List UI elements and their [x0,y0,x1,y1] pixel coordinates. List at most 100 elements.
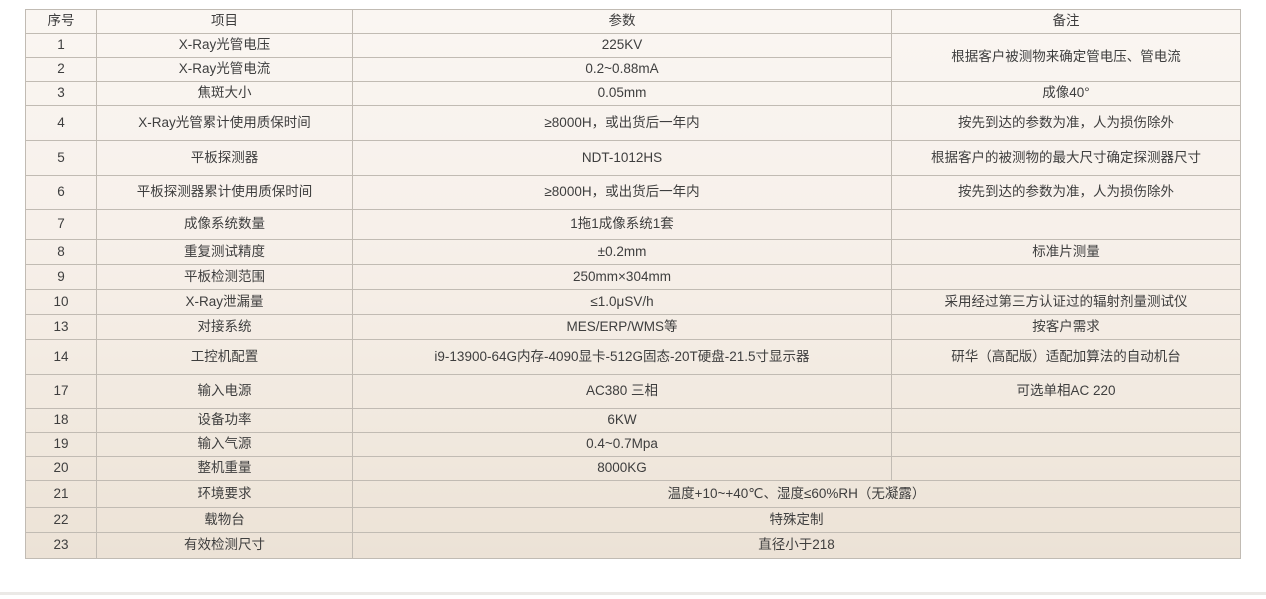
row-number-cell: 9 [25,264,97,290]
table-row: 7 成像系统数量 1拖1成像系统1套 [25,209,1241,240]
remark-cell: 研华（高配版）适配加算法的自动机台 [891,339,1241,375]
row-number-cell: 13 [25,314,97,340]
table-row: 6 平板探测器累计使用质保时间 ≥8000H，或出货后一年内 按先到达的参数为准… [25,175,1241,210]
item-cell: 整机重量 [96,456,353,481]
table-row: 10 X-Ray泄漏量 ≤1.0μSV/h 采用经过第三方认证过的辐射剂量测试仪 [25,289,1241,315]
table-row: 2 X-Ray光管电流 0.2~0.88mA [25,57,1241,82]
param-cell: AC380 三相 [352,374,892,409]
item-cell: X-Ray泄漏量 [96,289,353,315]
remark-cell: 标准片测量 [891,239,1241,265]
item-cell: 工控机配置 [96,339,353,375]
remark-cell: 按先到达的参数为准，人为损伤除外 [891,175,1241,210]
param-cell: MES/ERP/WMS等 [352,314,892,340]
row-number-cell: 23 [25,532,97,559]
remark-cell: 采用经过第三方认证过的辐射剂量测试仪 [891,289,1241,315]
param-cell: 250mm×304mm [352,264,892,290]
param-cell: 1拖1成像系统1套 [352,209,892,240]
param-cell: 6KW [352,408,892,433]
table-row: 14 工控机配置 i9-13900-64G内存-4090显卡-512G固态-20… [25,339,1241,375]
remark-cell: 可选单相AC 220 [891,374,1241,409]
row-number-cell: 18 [25,408,97,433]
param-cell: ≥8000H，或出货后一年内 [352,175,892,210]
table-row: 8 重复测试精度 ±0.2mm 标准片测量 [25,239,1241,265]
item-cell: X-Ray光管电压 [96,33,353,58]
param-cell: 0.05mm [352,81,892,106]
row-number-cell: 21 [25,480,97,508]
row-number-cell: 1 [25,33,97,58]
header-param: 参数 [352,9,892,34]
param-cell: 0.2~0.88mA [352,57,892,82]
remark-cell [891,264,1241,290]
spec-table: 序号 项目 参数 备注 1 X-Ray光管电压 225KV 根据客户被测物来确定… [25,9,1241,559]
row-number-cell: 4 [25,105,97,141]
table-row: 5 平板探测器 NDT-1012HS 根据客户的被测物的最大尺寸确定探测器尺寸 [25,140,1241,176]
item-cell: 成像系统数量 [96,209,353,240]
table-row: 20 整机重量 8000KG [25,456,1241,481]
param-cell: 温度+10~+40℃、湿度≤60%RH（无凝露） [352,480,1241,508]
remark-cell: 根据客户被测物来确定管电压、管电流 [891,33,1241,82]
table-row: 13 对接系统 MES/ERP/WMS等 按客户需求 [25,314,1241,340]
item-cell: 平板探测器 [96,140,353,176]
spec-table-container: 序号 项目 参数 备注 1 X-Ray光管电压 225KV 根据客户被测物来确定… [25,9,1241,559]
item-cell: X-Ray光管电流 [96,57,353,82]
table-row: 21 环境要求 温度+10~+40℃、湿度≤60%RH（无凝露） [25,480,1241,508]
param-cell: 225KV [352,33,892,58]
row-number-cell: 6 [25,175,97,210]
param-cell: i9-13900-64G内存-4090显卡-512G固态-20T硬盘-21.5寸… [352,339,892,375]
row-number-cell: 8 [25,239,97,265]
remark-cell [891,432,1241,457]
table-row: 19 输入气源 0.4~0.7Mpa [25,432,1241,457]
table-row: 1 X-Ray光管电压 225KV 根据客户被测物来确定管电压、管电流 [25,33,1241,82]
item-cell: 设备功率 [96,408,353,433]
row-number-cell: 17 [25,374,97,409]
row-number-cell: 14 [25,339,97,375]
param-cell: ≤1.0μSV/h [352,289,892,315]
row-number-cell: 20 [25,456,97,481]
item-cell: 重复测试精度 [96,239,353,265]
table-row: 23 有效检测尺寸 直径小于218 [25,532,1241,559]
param-cell: 直径小于218 [352,532,1241,559]
item-cell: 平板检测范围 [96,264,353,290]
remark-cell [891,456,1241,481]
item-cell: 有效检测尺寸 [96,532,353,559]
row-number-cell: 2 [25,57,97,82]
remark-cell [891,209,1241,240]
row-number-cell: 5 [25,140,97,176]
item-cell: 对接系统 [96,314,353,340]
param-cell: ≥8000H，或出货后一年内 [352,105,892,141]
header-item: 项目 [96,9,353,34]
header-remark: 备注 [891,9,1241,34]
param-cell: 8000KG [352,456,892,481]
row-number-cell: 19 [25,432,97,457]
item-cell: 焦斑大小 [96,81,353,106]
item-cell: 输入电源 [96,374,353,409]
header-row: 序号 项目 参数 备注 [25,9,1241,34]
remark-cell: 成像40° [891,81,1241,106]
table-row: 3 焦斑大小 0.05mm 成像40° [25,81,1241,106]
header-no: 序号 [25,9,97,34]
row-number-cell: 22 [25,507,97,533]
remark-cell: 根据客户的被测物的最大尺寸确定探测器尺寸 [891,140,1241,176]
table-row: 17 输入电源 AC380 三相 可选单相AC 220 [25,374,1241,409]
row-number-cell: 7 [25,209,97,240]
row-number-cell: 3 [25,81,97,106]
row-number-cell: 10 [25,289,97,315]
remark-cell: 按先到达的参数为准，人为损伤除外 [891,105,1241,141]
remark-cell [891,408,1241,433]
remark-cell: 按客户需求 [891,314,1241,340]
slide-bottom-edge [0,592,1266,595]
item-cell: 输入气源 [96,432,353,457]
table-row: 4 X-Ray光管累计使用质保时间 ≥8000H，或出货后一年内 按先到达的参数… [25,105,1241,141]
table-row: 9 平板检测范围 250mm×304mm [25,264,1241,290]
param-cell: 特殊定制 [352,507,1241,533]
table-row: 22 载物台 特殊定制 [25,507,1241,533]
table-row: 18 设备功率 6KW [25,408,1241,433]
param-cell: 0.4~0.7Mpa [352,432,892,457]
param-cell: ±0.2mm [352,239,892,265]
item-cell: 载物台 [96,507,353,533]
item-cell: 环境要求 [96,480,353,508]
item-cell: X-Ray光管累计使用质保时间 [96,105,353,141]
param-cell: NDT-1012HS [352,140,892,176]
item-cell: 平板探测器累计使用质保时间 [96,175,353,210]
